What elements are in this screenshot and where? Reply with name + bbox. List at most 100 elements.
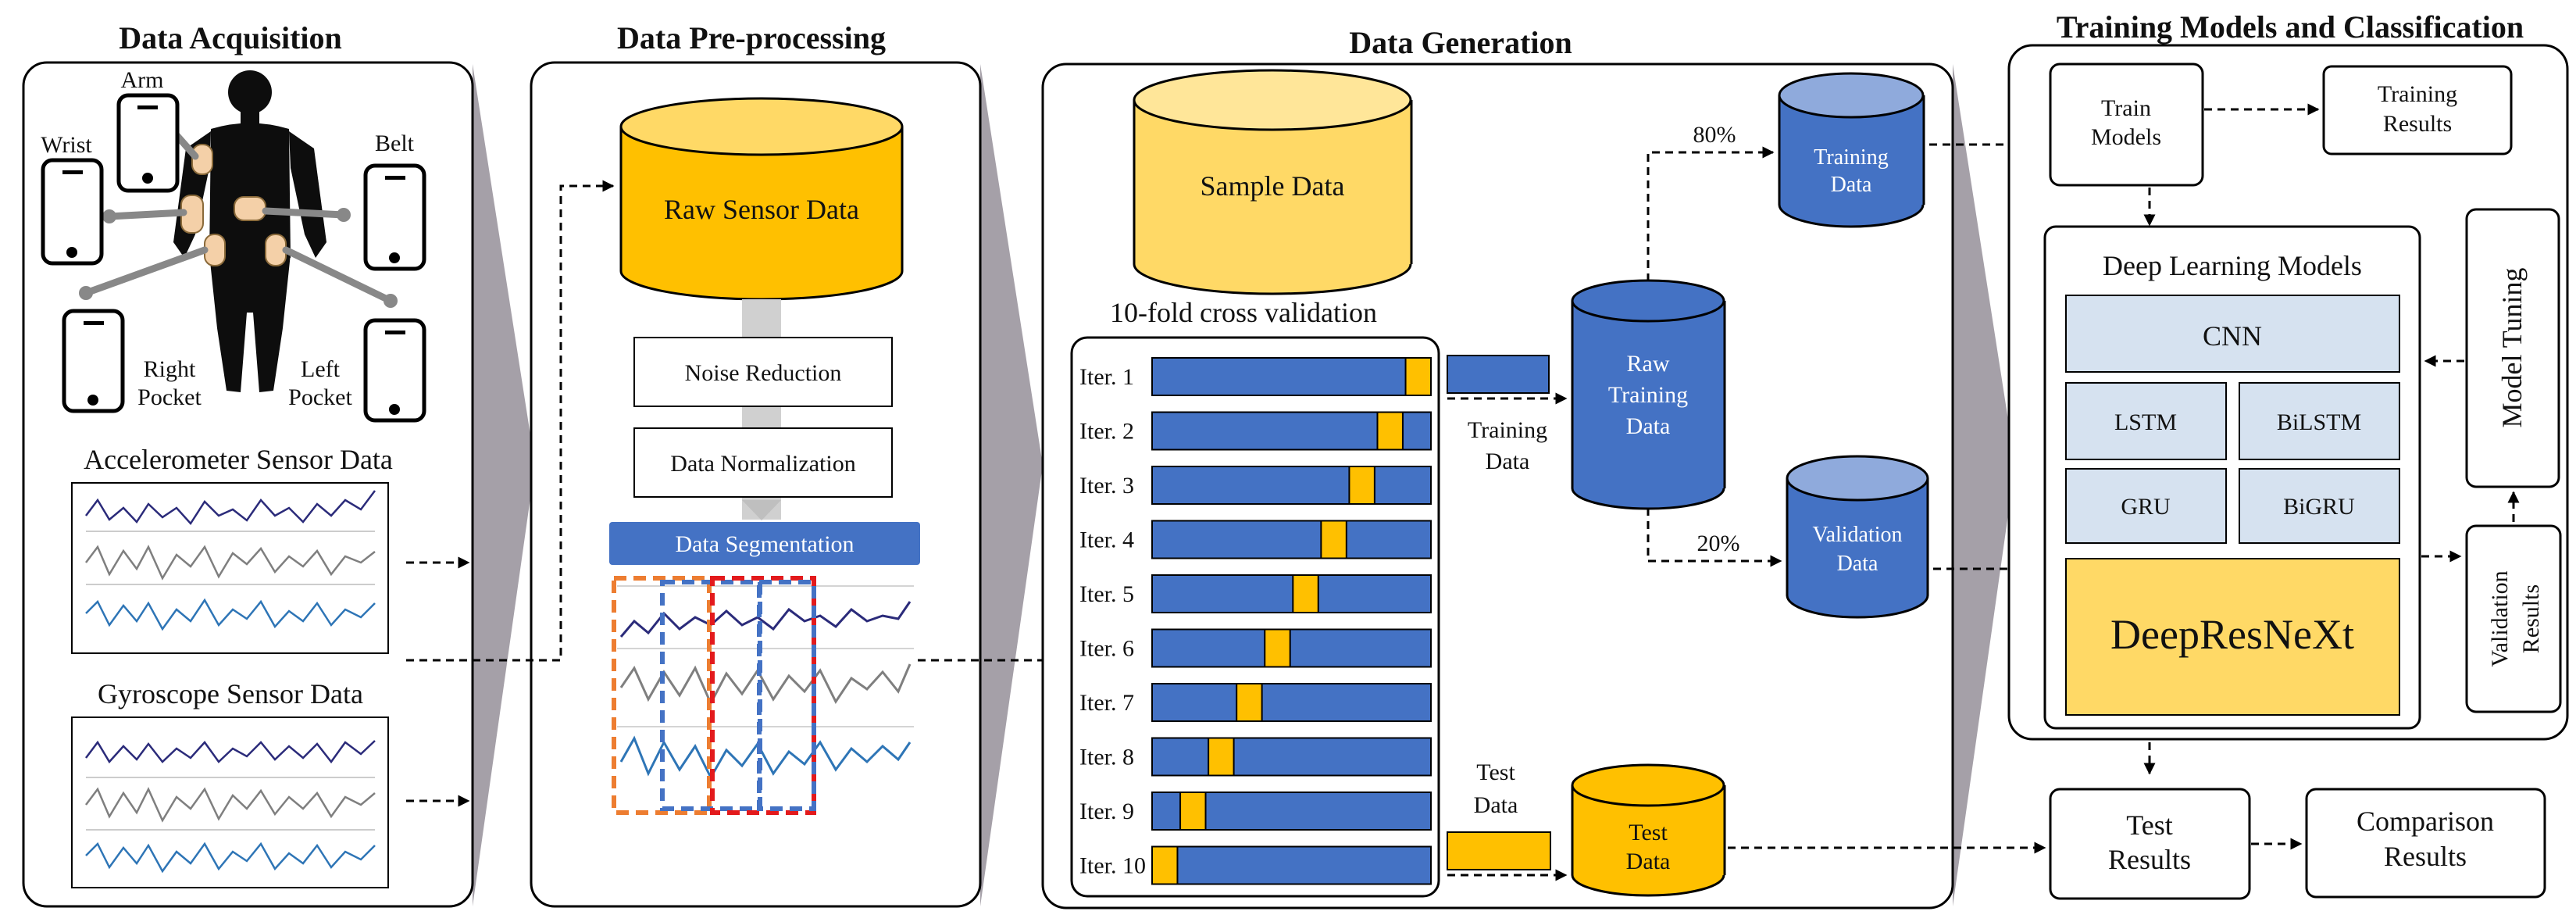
iter-test-fold-5 <box>1292 574 1319 613</box>
test-results-box <box>2049 788 2251 900</box>
iter-test-fold-10 <box>1151 845 1179 885</box>
sensor-pads <box>180 144 287 266</box>
label-right-pocket: Pocket <box>137 384 202 410</box>
model-gru-label: GRU <box>2121 494 2171 520</box>
flow-band-tip <box>742 500 781 520</box>
test-data-text-1: Test <box>1476 759 1515 785</box>
label-wrist: Wrist <box>41 132 92 158</box>
model-gru <box>2065 468 2227 544</box>
iter-bar-5 <box>1151 574 1432 613</box>
training-data-label-1: Training <box>1814 145 1888 170</box>
test-results-label-1: Test <box>2126 809 2172 841</box>
section-title-preprocessing: Data Pre-processing <box>617 20 886 55</box>
gyroscope-title: Gyroscope Sensor Data <box>98 678 363 709</box>
validation-results-label-2: Results <box>2518 584 2544 653</box>
test-data-cylinder <box>1571 763 1726 897</box>
test-data-label-2: Data <box>1626 849 1671 874</box>
training-results-label-1: Training <box>2378 81 2457 107</box>
normalization-box <box>633 427 893 498</box>
label-belt: Belt <box>375 130 415 156</box>
sensor-link-dots <box>79 208 398 308</box>
gyroscope-chart <box>71 717 389 888</box>
noise-reduction-label: Noise Reduction <box>685 360 842 386</box>
phone-belt-icon <box>363 163 426 271</box>
iter-label-8: Iter. 8 <box>1079 745 1134 770</box>
iter-test-fold-9 <box>1179 792 1207 831</box>
chevron-3 <box>1953 64 2015 906</box>
smartphone-icons <box>41 93 426 423</box>
validation-data-label-2: Data <box>1837 552 1878 576</box>
raw-training-label-2: Training <box>1608 382 1688 408</box>
training-data-text-1: Training <box>1468 417 1547 443</box>
iter-bar-10 <box>1151 845 1432 885</box>
iter-bar-7 <box>1151 683 1432 722</box>
segment-window-orange <box>612 576 712 815</box>
model-bigru-label: BiGRU <box>2283 494 2355 520</box>
model-deepresnext-label: DeepResNeXt <box>2110 611 2354 658</box>
model-lstm <box>2065 382 2227 460</box>
model-bilstm-label: BiLSTM <box>2277 409 2361 435</box>
iter-bar-6 <box>1151 628 1432 668</box>
phone-arm-icon <box>116 93 180 193</box>
phone-right-pocket-icon <box>62 309 125 413</box>
iter-test-fold-1 <box>1404 357 1432 396</box>
test-fold-bar <box>1447 831 1551 870</box>
iter-bar-4 <box>1151 520 1432 559</box>
segment-window-blue-2 <box>757 580 816 811</box>
dl-models-title: Deep Learning Models <box>2103 250 2362 281</box>
section-title-acquisition: Data Acquisition <box>119 20 342 55</box>
section-title-generation: Data Generation <box>1349 25 1572 60</box>
training-fold-bar <box>1447 355 1550 394</box>
iter-test-fold-2 <box>1376 411 1404 451</box>
split-20-label: 20% <box>1697 531 1740 556</box>
segmentation-bar <box>609 522 920 565</box>
iter-label-3: Iter. 3 <box>1079 473 1134 499</box>
chevron-1 <box>473 64 535 906</box>
raw-training-label-3: Data <box>1626 413 1671 439</box>
arrow-20 <box>1647 508 1782 567</box>
comparison-results-label-2: Results <box>2384 841 2467 872</box>
iter-test-fold-6 <box>1264 628 1291 668</box>
segmentation-chart <box>612 576 914 815</box>
validation-results-box <box>2465 524 2562 713</box>
iter-test-fold-3 <box>1348 466 1375 505</box>
gyro-trace-1 <box>85 740 376 764</box>
cv-iterations: Iter. 1 Iter. 2 Iter. 3 Iter. 4 Iter. 5 Iter.… <box>1079 357 1432 885</box>
model-lstm-label: LSTM <box>2114 409 2177 435</box>
iter-test-fold-8 <box>1208 737 1235 777</box>
noise-reduction-box <box>633 337 893 407</box>
train-models-label-1: Train <box>2101 95 2151 121</box>
training-data-text-2: Data <box>1486 448 1530 474</box>
accelerometer-title: Accelerometer Sensor Data <box>84 444 393 475</box>
split-80-label: 80% <box>1693 122 1736 148</box>
iter-label-4: Iter. 4 <box>1079 527 1134 553</box>
gyro-trace-2 <box>85 787 376 823</box>
iter-test-fold-4 <box>1320 520 1347 559</box>
acc-trace-1 <box>85 490 376 526</box>
arrow-80 <box>1647 146 1775 281</box>
iter-label-2: Iter. 2 <box>1079 419 1134 445</box>
model-deepresnext <box>2065 558 2400 716</box>
sample-data-cylinder <box>1133 69 1413 295</box>
iter-bar-8 <box>1151 737 1432 777</box>
validation-data-label-1: Validation <box>1812 523 1902 547</box>
iter-label-5: Iter. 5 <box>1079 581 1134 607</box>
iter-label-9: Iter. 9 <box>1079 799 1134 824</box>
model-cnn-label: CNN <box>2203 320 2262 352</box>
training-data-cylinder <box>1778 72 1925 228</box>
training-results-label-2: Results <box>2383 111 2452 137</box>
label-left: Left <box>301 356 341 382</box>
training-data-label-2: Data <box>1831 173 1872 197</box>
raw-training-data-cylinder <box>1571 279 1726 510</box>
label-arm: Arm <box>121 67 164 93</box>
phone-details <box>62 105 405 415</box>
raw-sensor-data-label: Raw Sensor Data <box>664 194 859 225</box>
sample-data-label: Sample Data <box>1201 170 1345 202</box>
acc-trace-3 <box>85 598 376 631</box>
chevron-2 <box>980 64 1043 906</box>
validation-results-label-1: Validation <box>2487 570 2513 666</box>
test-data-label-1: Test <box>1629 820 1668 845</box>
comparison-results-label-1: Comparison <box>2357 806 2494 837</box>
model-cnn <box>2065 295 2400 373</box>
gyro-trace-3 <box>85 842 376 874</box>
